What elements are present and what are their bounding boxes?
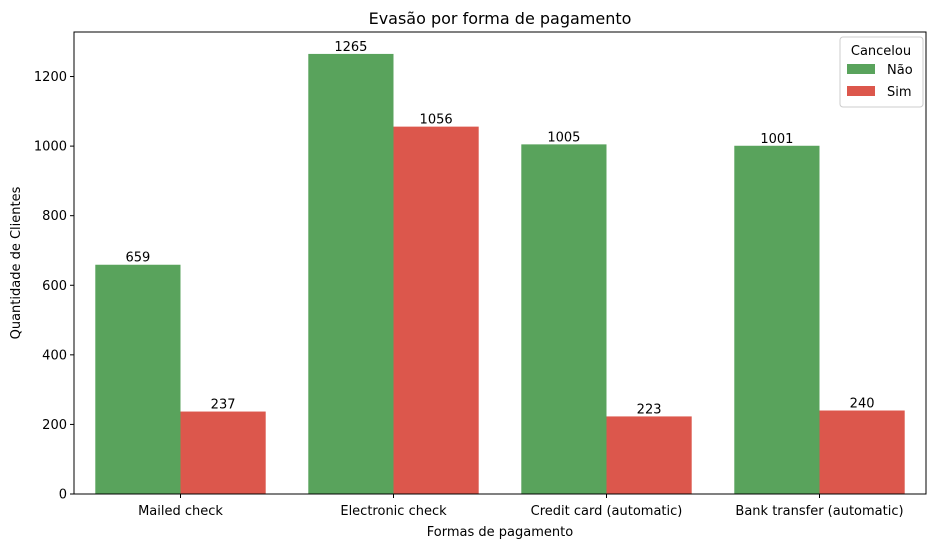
chart-title: Evasão por forma de pagamento [369, 9, 632, 28]
y-tick-label-1000: 1000 [34, 140, 67, 155]
legend-swatch-sim [847, 86, 875, 96]
bar-bank-transfer-automatic-nao [734, 145, 820, 494]
bar-mailed-check-sim [180, 411, 266, 494]
legend-label-sim: Sim [887, 85, 912, 100]
bar-mailed-check-nao [95, 264, 181, 494]
bar-credit-card-automatic-nao [521, 144, 607, 495]
x-tick-label-credit-card-automatic: Credit card (automatic) [531, 504, 683, 519]
x-tick-label-bank-transfer-automatic: Bank transfer (automatic) [735, 504, 903, 519]
data-labels-group: 659 237 1265 1056 1005 223 1001 240 [125, 40, 874, 418]
y-axis-title: Quantidade de Clientes [9, 186, 24, 339]
data-label-electronic-check-nao: 1265 [334, 40, 367, 55]
bars-group [95, 53, 905, 495]
y-tick-label-200: 200 [42, 418, 67, 433]
x-axis-title: Formas de pagamento [427, 525, 573, 540]
x-tick-label-mailed-check: Mailed check [138, 504, 223, 519]
x-tick-label-electronic-check: Electronic check [340, 504, 447, 519]
data-label-credit-card-automatic-nao: 1005 [547, 130, 580, 145]
plot-frame [73, 31, 927, 495]
legend-swatch-nao [847, 64, 875, 74]
y-tick-label-1200: 1200 [34, 70, 67, 85]
bar-credit-card-automatic-sim [606, 416, 692, 494]
data-label-electronic-check-sim: 1056 [420, 113, 453, 128]
data-label-bank-transfer-automatic-sim: 240 [850, 397, 875, 412]
data-label-bank-transfer-automatic-nao: 1001 [760, 132, 793, 147]
legend-title: Cancelou [851, 44, 911, 59]
legend: Cancelou Não Sim [839, 36, 924, 108]
y-tick-label-600: 600 [42, 279, 67, 294]
data-label-mailed-check-nao: 659 [125, 251, 150, 266]
y-tick-label-400: 400 [42, 348, 67, 363]
axes-group: Mailed check Electronic check Credit card … [34, 31, 927, 519]
y-tick-label-800: 800 [42, 209, 67, 224]
bar-electronic-check-nao [308, 53, 394, 494]
data-label-credit-card-automatic-sim: 223 [637, 402, 662, 417]
bar-bank-transfer-automatic-sim [819, 410, 905, 494]
data-label-mailed-check-sim: 237 [211, 398, 236, 413]
y-tick-label-0: 0 [59, 488, 67, 503]
legend-label-nao: Não [887, 63, 913, 78]
bar-electronic-check-sim [393, 126, 479, 495]
